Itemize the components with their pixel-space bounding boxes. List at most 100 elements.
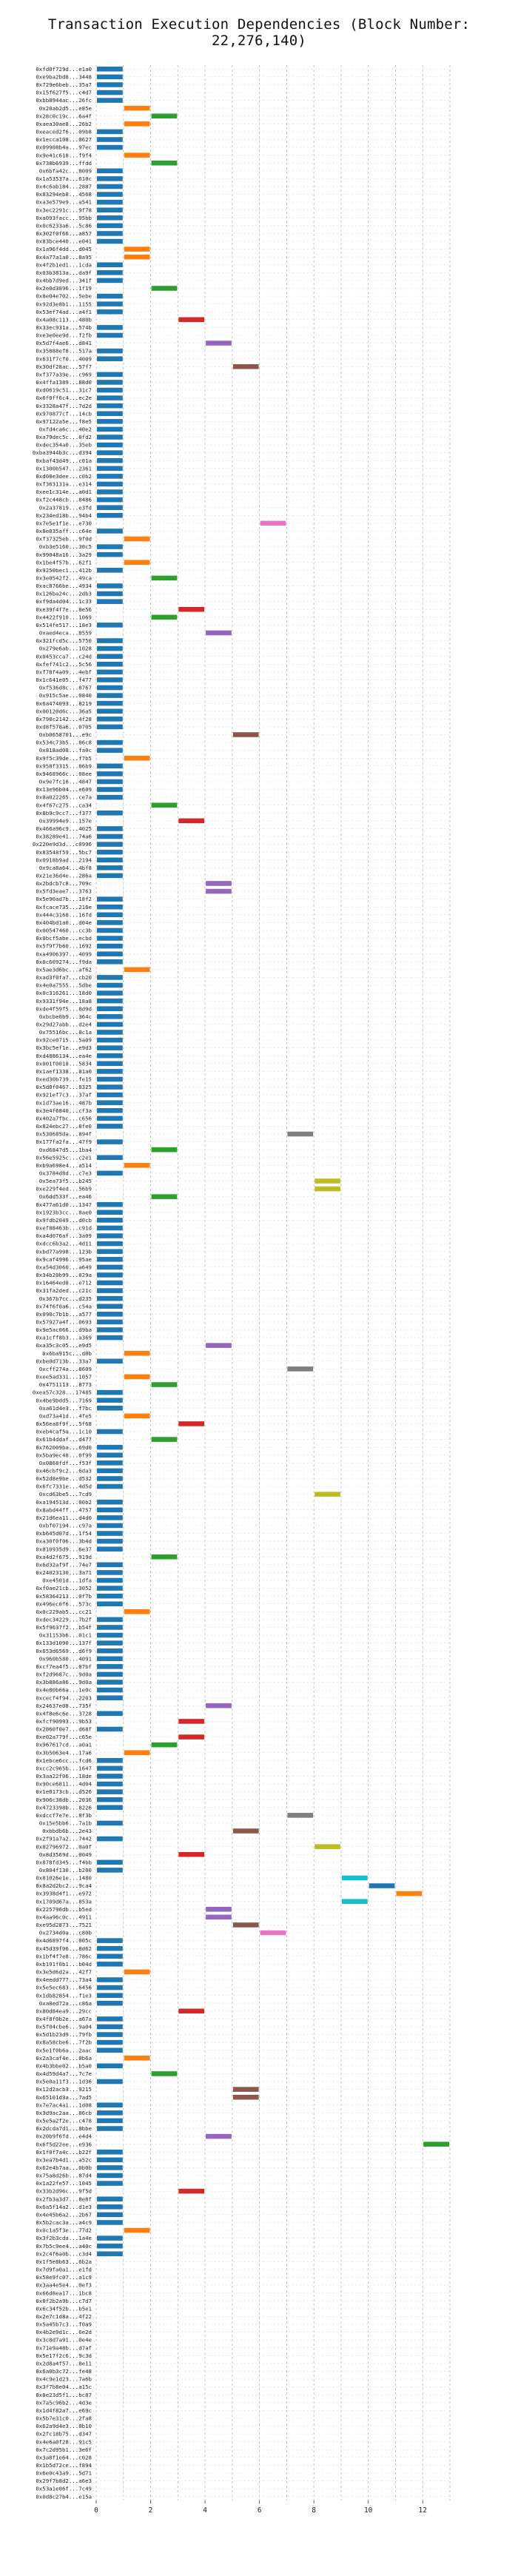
tx-bar [97, 356, 123, 361]
y-tick-label: 0x1d73ae16...487b [36, 1099, 92, 1106]
y-tick-label: 0x5e0a11f3...1d36 [36, 2079, 92, 2085]
y-tick-label: 0x31fa2ded...c21c [36, 1287, 92, 1294]
tx-bar [97, 1765, 123, 1771]
y-tick-label: 0xfcace735...216e [36, 904, 92, 910]
y-tick-label: 0x4b3bbe02...b5a0 [36, 2062, 92, 2069]
y-tick-label: 0x1c641e05...f477 [36, 677, 92, 683]
y-tick-label: 0xf377a39e...c969 [36, 371, 92, 378]
tx-bar [341, 1899, 368, 1905]
y-tick-label: 0x8abd44ff...4757 [36, 1506, 92, 1513]
y-tick-label: 0xdccf7e7e...8f3b [36, 1812, 92, 1819]
y-tick-label: 0x4be9bdd5...7169 [36, 1397, 92, 1403]
tx-bar [97, 1061, 123, 1067]
tx-bar [97, 1452, 123, 1458]
tx-bar [97, 1116, 123, 1121]
tx-bar [97, 309, 123, 315]
x-tick-label: 12 [419, 2506, 427, 2515]
tx-bar [97, 1483, 123, 1489]
y-tick-label: 0x6e0c43a9...5d71 [36, 2470, 92, 2477]
y-tick-label: 0x81026e1e...1480 [36, 1875, 92, 1882]
y-tick-label: 0x5ea73f5...b245 [39, 1178, 92, 1184]
y-tick-label: 0x402a7fbc...c656 [36, 1115, 92, 1121]
tx-bar [97, 865, 123, 871]
tx-bar [97, 982, 123, 988]
y-tick-label: 0x6f5d22ee...e936 [36, 2141, 92, 2147]
tx-bar [97, 1092, 123, 1098]
y-tick-label: 0x5f9f7b60...1692 [36, 943, 92, 950]
y-tick-label: 0x0918b9ad...2194 [36, 856, 92, 863]
tx-bar [97, 591, 123, 597]
tx-bar [97, 1664, 123, 1669]
x-tick-label: 4 [203, 2506, 207, 2515]
tx-bar [97, 293, 123, 299]
y-tick-label: 0x0453cca7...c24d [36, 653, 92, 660]
y-tick-label: 0x56ea8f9f...5f68 [36, 1421, 92, 1427]
tx-bar [97, 1327, 123, 1332]
tx-bar [97, 513, 123, 518]
y-tick-label: 0x82796972...0a0f [36, 1843, 92, 1850]
y-tick-label: 0x915c5ae...0840 [39, 692, 92, 699]
tx-bar [97, 1695, 123, 1700]
y-tick-label: 0xdec34229...7b2f [36, 1616, 92, 1623]
y-tick-label: 0x29f7b8d2...a6e3 [36, 2478, 92, 2484]
y-tick-label: 0x5d7f4ae6...d841 [36, 340, 92, 346]
tx-bar [97, 505, 123, 510]
tx-bar [232, 364, 259, 369]
y-tick-label: 0x38289e41...74a6 [36, 833, 92, 840]
y-tick-label: 0x4f67c275...ca34 [36, 802, 92, 808]
y-tick-label: 0x24637e08...735f [36, 1703, 92, 1709]
tx-bar [97, 1617, 123, 1623]
y-tick-label: 0x29d27abb...d2e4 [36, 1022, 92, 1028]
y-tick-label: 0xd73a41d...4fe5 [39, 1412, 92, 1419]
tx-bar [260, 520, 286, 526]
tx-bar [97, 1985, 123, 1990]
tx-bar [314, 1844, 340, 1849]
y-tick-label: 0xde4f59f5...8d9d [36, 1005, 92, 1012]
tx-bar [97, 1868, 123, 1873]
y-tick-label: 0x0c229ab5...cc21 [36, 1609, 92, 1615]
y-tick-label: 0x4e45b6a2...2b67 [36, 2211, 92, 2218]
tx-bar [97, 1586, 123, 1591]
tx-bar [97, 873, 123, 879]
y-tick-label: 0x818ad08...fa0c [39, 747, 92, 754]
tx-bar [97, 98, 123, 103]
y-tick-label: 0x62a9d4e3...8b10 [36, 2423, 92, 2429]
tx-bar [97, 1538, 123, 1544]
y-tick-label: 0x5b2cac3a...a4c9 [36, 2219, 92, 2226]
y-tick-label: 0x3bc5ef1e...e9d3 [36, 1044, 92, 1051]
tx-bar [97, 1977, 123, 1982]
y-tick-label: 0x1a96f4dd...d045 [36, 246, 92, 252]
tx-bar [97, 857, 123, 863]
tx-bar [97, 1953, 123, 1959]
y-tick-label: 0x4d59d4a7...7c7e [36, 2070, 92, 2077]
tx-bar [97, 90, 123, 95]
y-tick-label: 0x5ba9ec48...0f99 [36, 1452, 92, 1458]
y-tick-label: 0x31153b6...01c1 [39, 1632, 92, 1639]
y-tick-label: 0x7c2d95b1...3e6f [36, 2446, 92, 2453]
tx-bar [97, 442, 123, 448]
y-tick-label: 0x6dd533f...ea46 [39, 1193, 92, 1200]
y-tick-label: 0x4a08c113...480b [36, 316, 92, 323]
y-tick-label: 0xfcf90993...9b53 [36, 1718, 92, 1725]
y-tick-label: 0xbe0d713b...33a7 [36, 1358, 92, 1364]
tx-bar [97, 481, 123, 487]
tx-bar [97, 2032, 123, 2037]
tx-bar [97, 1389, 123, 1395]
tx-bar [97, 2063, 123, 2069]
y-tick-label: 0x20b9f6fd...e4d4 [36, 2133, 92, 2140]
y-tick-label: 0x9250bec1...412b [36, 567, 92, 574]
y-tick-label: 0x8d3569d...0049 [39, 1851, 92, 1858]
y-tick-label: 0x960b580...4091 [39, 1655, 92, 1662]
y-tick-label: 0xe39f4f7e...8e56 [36, 606, 92, 613]
tx-bar [97, 599, 123, 604]
tx-bar [97, 685, 123, 691]
y-tick-label: 0xb9a698e4...a514 [36, 1162, 92, 1169]
y-tick-label: 0xee1c314e...a0d1 [36, 489, 92, 495]
tx-bar [97, 708, 123, 714]
tx-bar [151, 113, 178, 119]
tx-bar [97, 1201, 123, 1207]
y-tick-label: 0x9e7fc16...4847 [39, 779, 92, 785]
tx-bar [97, 2016, 123, 2022]
tx-bar [97, 677, 123, 682]
y-tick-label: 0x62e4b7aa...0b0b [36, 2164, 92, 2171]
